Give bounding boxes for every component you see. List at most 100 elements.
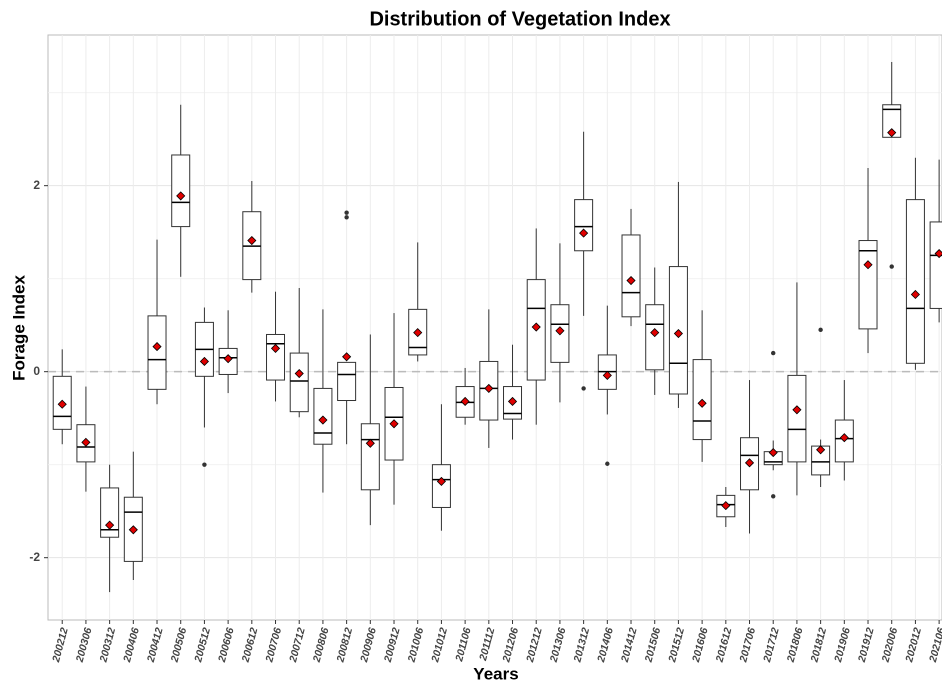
x-tick-label: 201106: [453, 626, 474, 663]
mean-marker: [555, 326, 565, 336]
x-tick-label: 201906: [832, 626, 853, 664]
x-tick-label: 201812: [808, 626, 829, 664]
x-tick-label: 200912: [382, 626, 403, 664]
box: [645, 304, 665, 371]
mean-marker: [602, 370, 612, 380]
x-tick-label: 200806: [311, 626, 332, 664]
x-tick-label: 201206: [500, 626, 521, 664]
y-tick-label: 0: [33, 364, 40, 378]
box: [905, 199, 925, 364]
mean-marker: [294, 368, 304, 379]
x-tick-label: 201306: [548, 626, 569, 664]
mean-marker: [792, 405, 802, 415]
x-tick-label: 200406: [121, 626, 142, 664]
mean-marker: [721, 501, 731, 511]
box: [100, 487, 120, 538]
x-tick-label: 200712: [287, 626, 308, 664]
x-tick-label: 200612: [239, 626, 260, 664]
x-tick-label: 202006: [879, 626, 900, 664]
box: [574, 199, 594, 252]
mean-marker: [223, 354, 233, 364]
box: [431, 464, 451, 508]
mean-marker: [579, 228, 589, 238]
mean-marker: [105, 520, 115, 530]
mean-marker: [650, 328, 660, 338]
mean-marker: [128, 525, 138, 535]
x-tick-label: 201212: [524, 626, 545, 664]
mean-marker: [507, 396, 518, 407]
outlier: [889, 264, 894, 269]
mean-marker: [318, 415, 328, 425]
mean-marker: [81, 437, 91, 447]
box: [289, 352, 309, 413]
x-tick-label: 200812: [334, 626, 355, 664]
x-tick-label: 200512: [192, 626, 213, 664]
box: [147, 315, 167, 390]
outlier: [605, 461, 610, 466]
outlier: [344, 210, 349, 215]
x-tick-label: 201506: [642, 626, 663, 664]
outlier: [581, 386, 586, 391]
mean-marker: [626, 275, 636, 286]
box: [337, 361, 357, 402]
plot-panel: [47, 34, 942, 621]
box: [882, 104, 902, 138]
mean-marker: [863, 260, 873, 270]
y-tick-label: -2: [29, 550, 40, 564]
x-tick-label: 201606: [690, 626, 711, 664]
x-tick-label: 201706: [737, 626, 758, 664]
x-tick-label: 200906: [358, 626, 379, 664]
mean-marker: [152, 342, 162, 352]
mean-marker: [816, 445, 826, 455]
box: [858, 240, 878, 330]
box: [266, 333, 286, 381]
chart-title: Distribution of Vegetation Index: [369, 8, 670, 30]
mean-marker: [176, 191, 186, 201]
box: [929, 221, 942, 309]
outlier: [202, 462, 207, 467]
x-tick-label: 201412: [619, 626, 640, 664]
box: [171, 154, 191, 228]
x-tick-label: 201406: [595, 626, 616, 664]
x-axis-label: Years: [473, 664, 518, 683]
mean-marker: [910, 289, 920, 300]
outlier: [818, 327, 823, 333]
x-tick-label: 201612: [713, 626, 734, 664]
mean-marker: [57, 399, 67, 409]
x-tick-label: 200606: [216, 626, 237, 664]
mean-marker: [460, 396, 470, 407]
mean-marker: [697, 398, 707, 408]
box: [621, 234, 641, 318]
x-tick-label: 201012: [429, 626, 450, 664]
mean-marker: [484, 383, 494, 393]
mean-marker: [744, 458, 755, 468]
mean-marker: [389, 419, 399, 429]
outlier: [344, 215, 349, 220]
x-tick-label: 200706: [263, 626, 284, 664]
mean-marker: [247, 235, 257, 246]
x-tick-label: 200506: [168, 626, 189, 664]
mean-marker: [887, 128, 897, 138]
y-tick-label: 2: [33, 178, 40, 192]
x-tick-label: 202012: [903, 626, 924, 664]
x-tick-label: 202106: [927, 626, 942, 664]
box: [360, 423, 380, 491]
x-tick-label: 200212: [50, 626, 71, 664]
mean-marker: [199, 356, 209, 367]
outlier: [771, 350, 776, 356]
mean-marker: [270, 343, 281, 353]
mean-marker: [839, 433, 849, 443]
x-tick-label: 201512: [666, 626, 687, 664]
box: [787, 374, 807, 463]
mean-marker: [531, 322, 541, 332]
x-tick-label: 200312: [97, 626, 118, 664]
y-axis-label: Forage Index: [9, 275, 28, 381]
x-tick-label: 201712: [761, 626, 782, 664]
x-tick-label: 201912: [856, 626, 877, 664]
mean-marker: [365, 438, 375, 448]
mean-marker: [768, 448, 778, 458]
outlier: [771, 494, 776, 499]
x-tick-label: 200306: [74, 626, 95, 664]
x-tick-label: 201806: [785, 626, 806, 664]
